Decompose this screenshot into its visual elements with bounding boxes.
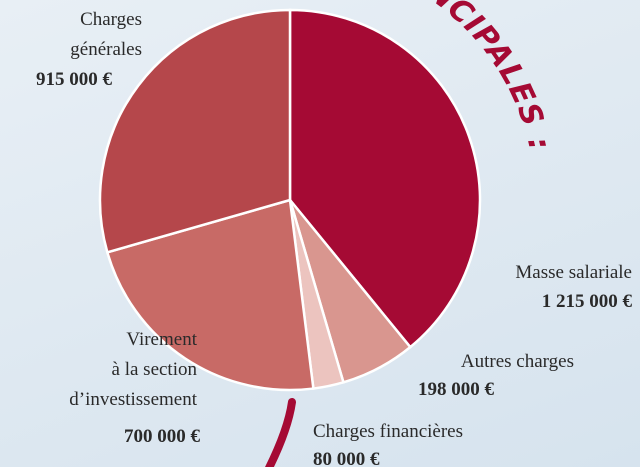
slice-label: Masse salariale	[515, 262, 632, 283]
decor-line	[265, 398, 296, 467]
slice-value: 80 000 €	[313, 449, 380, 467]
slice-label: Charges générales	[70, 9, 142, 60]
slice-value: 1 215 000 €	[541, 291, 632, 312]
pie-slice	[288, 8, 482, 349]
pie-slice	[98, 8, 292, 254]
slice-value: 198 000 €	[418, 379, 494, 400]
slice-label: Virement à la section d’investissement	[69, 329, 197, 410]
pie-slice	[105, 198, 315, 392]
slice-value: 915 000 €	[36, 69, 112, 90]
slice-label: Autres charges	[460, 351, 574, 372]
slice-value: 700 000 €	[124, 426, 200, 447]
slice-label: Charges financières	[313, 421, 464, 442]
